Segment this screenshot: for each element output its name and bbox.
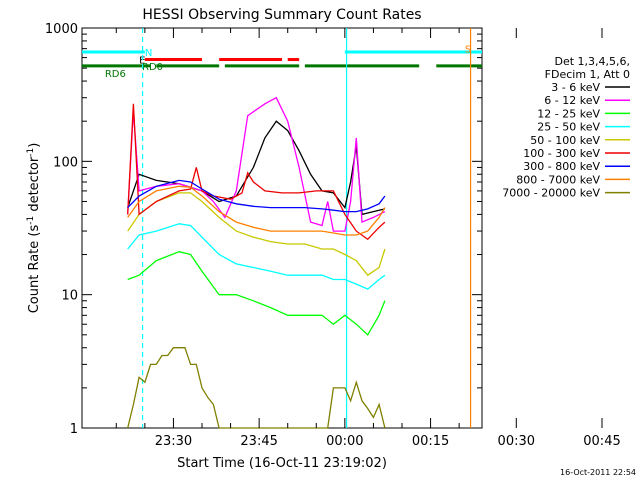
timestamp: 16-Oct-2011 22:54 (560, 468, 636, 477)
y-axis-label-sup1: -1 (26, 216, 36, 225)
y-axis-label-mid: detector (27, 156, 42, 216)
flag-label-s: S (465, 45, 471, 56)
x-tick-label: 00:00 (326, 434, 363, 449)
y-axis-label-sup2: -1 (26, 148, 36, 157)
legend-label: 25 - 50 keV (537, 121, 600, 134)
series-line-6 (127, 103, 386, 241)
legend: Det 1,3,4,5,6, FDecim 1, Att 0 3 - 6 keV… (502, 55, 630, 200)
legend-label: 300 - 800 keV (523, 160, 600, 173)
y-tick-label: 1000 (45, 22, 78, 37)
series-line-8 (127, 185, 386, 236)
chart-title: HESSI Observing Summary Count Rates (142, 7, 421, 23)
flag-label-rd0: RD0 (142, 62, 163, 73)
legend-label: 800 - 7000 keV (516, 173, 600, 186)
legend-label: 100 - 300 keV (523, 147, 600, 160)
y-axis-label-main: Count Rate (s (27, 225, 42, 314)
legend-label: 3 - 6 keV (551, 81, 600, 94)
series-line-7 (127, 179, 386, 213)
flag-label-rd6: RD6 (105, 69, 126, 80)
series-line-5 (127, 192, 386, 277)
legend-label: 7000 - 20000 keV (502, 187, 600, 200)
y-tick-label: 1 (70, 422, 78, 437)
series-line-3 (127, 251, 386, 336)
y-axis: 1 10 100 1000 (45, 22, 482, 437)
x-tick-label: 23:45 (240, 434, 277, 449)
legend-label: 50 - 100 keV (530, 134, 600, 147)
y-axis-label: Count Rate (s-1 detector-1) (26, 143, 42, 314)
series-line-2 (127, 96, 386, 232)
flag-label-n: N (145, 48, 152, 59)
x-axis-label: Start Time (16-Oct-11 23:19:02) (177, 456, 387, 471)
x-axis: 23:30 23:45 00:00 00:15 00:30 00:45 (115, 28, 621, 449)
series-layer (127, 96, 386, 429)
x-tick-label: 23:30 (155, 434, 192, 449)
legend-header-2: FDecim 1, Att 0 (545, 68, 630, 81)
y-axis-label-end: ) (27, 143, 42, 148)
y-tick-label: 10 (61, 289, 78, 304)
legend-label: 6 - 12 keV (544, 94, 600, 107)
x-tick-label: 00:45 (583, 434, 620, 449)
x-tick-label: 00:30 (498, 434, 535, 449)
series-line-4 (127, 223, 386, 290)
flag-label-e: E (139, 56, 145, 67)
markers-layer (141, 28, 472, 428)
y-tick-label: 100 (53, 155, 78, 170)
legend-label: 12 - 25 keV (537, 107, 600, 120)
x-tick-label: 00:15 (412, 434, 449, 449)
legend-header-1: Det 1,3,4,5,6, (554, 55, 630, 68)
series-line-9 (127, 347, 386, 429)
